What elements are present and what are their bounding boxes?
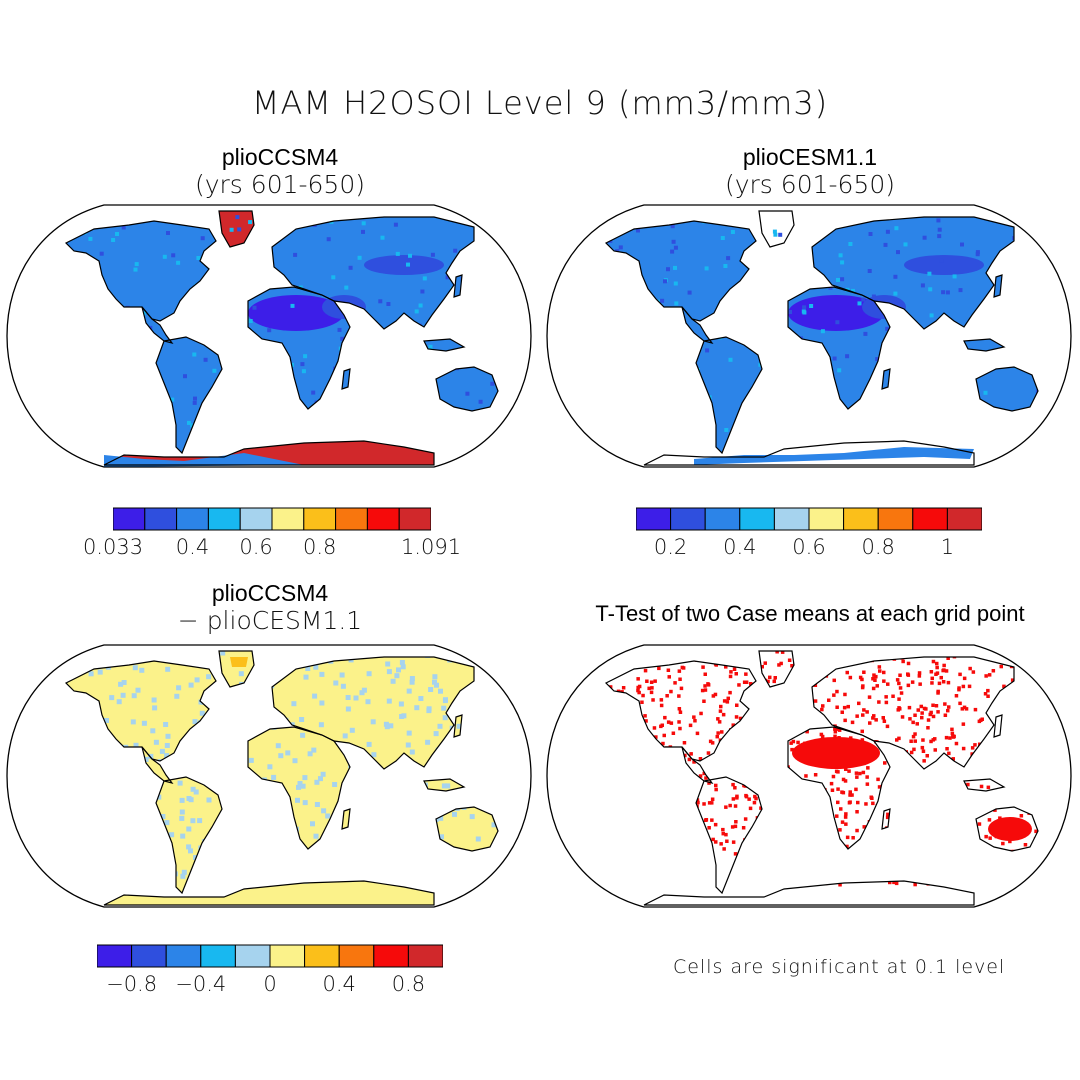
colorbar-swatch (335, 507, 368, 531)
colorbar-swatch (946, 507, 982, 531)
panel-1-subtitle: (yrs 601-650) (194, 170, 365, 199)
colorbar-tick-label: −0.8 (106, 972, 158, 996)
figure-title: MAM H2OSOI Level 9 (mm3/mm3) (251, 84, 829, 122)
colorbar-swatch (234, 944, 271, 968)
land-northAmerica (66, 221, 216, 321)
panel-2-subtitle: (yrs 601-650) (724, 170, 895, 199)
colorbar-swatch (200, 944, 236, 968)
significant-sahara (792, 737, 1032, 841)
map-ttest (546, 644, 1072, 908)
colorbar-plioCESM1.1 (636, 507, 982, 531)
colorbar-swatch (373, 944, 409, 968)
map-plioCESM1.1 (546, 204, 1072, 468)
coastlines (604, 650, 1039, 906)
colorbar-swatch (239, 507, 273, 531)
colorbar-swatch (113, 507, 146, 531)
land-europeAsia (272, 657, 474, 769)
land-southAmerica (156, 777, 222, 893)
colorbar-plioCCSM4 (113, 507, 431, 531)
land-southAmerica (156, 337, 222, 453)
colorbar-swatch (207, 507, 241, 531)
colorbar-tick-label: 0.8 (861, 535, 895, 559)
land-indonesia (964, 339, 1004, 351)
colorbar-tick-label: 0 (263, 972, 277, 996)
map-difference (6, 644, 532, 908)
colorbar-swatch (271, 507, 305, 531)
colorbar-swatch (176, 507, 209, 531)
map-frame (6, 644, 532, 908)
colorbar-swatch (269, 944, 306, 968)
colorbar-tick-label: −0.4 (175, 972, 227, 996)
colorbar-swatch (303, 507, 337, 531)
coastlines (64, 210, 499, 466)
land-northAmerica (606, 221, 756, 321)
land-australia (436, 807, 498, 851)
colorbar-swatch (912, 507, 948, 531)
land-greenland (219, 211, 254, 247)
panel-2-title: plioCESM1.1 (742, 144, 878, 170)
colorbar-swatch (165, 944, 202, 968)
colorbar-tick-label: 0.4 (322, 972, 356, 996)
coastlines (604, 210, 1039, 466)
colorbar-swatch (636, 507, 672, 531)
colorbar-swatch (131, 944, 167, 968)
colorbar-swatch (877, 507, 914, 531)
colorbar-swatch (97, 944, 133, 968)
land-australia (976, 367, 1038, 411)
land-europeAsia (272, 217, 474, 329)
ocean-background (547, 645, 1071, 907)
land-southAmerica (696, 337, 762, 453)
coastlines (64, 650, 499, 906)
colorbar-tick-label: 0.8 (391, 972, 426, 996)
colorbar-tick-label: 0.6 (792, 535, 826, 559)
land-greenland-empty (759, 211, 794, 247)
colorbar-swatch (808, 507, 845, 531)
panel-3-subtitle: − plioCESM1.1 (177, 606, 363, 635)
land-indonesia (424, 339, 464, 351)
colorbar-swatch (304, 944, 340, 968)
panel-1-title: plioCCSM4 (221, 144, 339, 170)
colorbar-swatch (704, 507, 741, 531)
colorbar-tick-label: 0.8 (302, 535, 337, 559)
colorbar-tick-label: 0.2 (653, 535, 688, 559)
land-antarctica (104, 881, 434, 905)
colorbar-swatch (843, 507, 879, 531)
colorbar-swatch (366, 507, 400, 531)
map-frame (546, 644, 1072, 908)
map-plioCCSM4 (6, 204, 532, 468)
colorbar-swatch (407, 944, 443, 968)
colorbar-tick-label: 0.033 (82, 535, 144, 559)
significance-note: Cells are significant at 0.1 level (673, 956, 1006, 978)
colorbar-tick-label: 0.4 (723, 535, 757, 559)
map-frame (546, 204, 1072, 468)
colorbar-swatch (773, 507, 810, 531)
map-frame (6, 204, 532, 468)
colorbar-tick-label: 0.6 (239, 535, 273, 559)
colorbar-swatch (144, 507, 178, 531)
colorbar-tick-label: 1.091 (400, 535, 462, 559)
land-antarctica-edge (694, 447, 974, 465)
panel-4-title: T-Test of two Case means at each grid po… (595, 601, 1025, 626)
colorbar-swatch (338, 944, 375, 968)
land-antarctica (104, 441, 434, 465)
colorbar-swatch (670, 507, 706, 531)
colorbar-difference (97, 944, 443, 968)
colorbar-swatch (739, 507, 775, 531)
colorbar-swatch (398, 507, 431, 531)
colorbar-tick-label: 0.4 (175, 535, 210, 559)
panel-3-title: plioCCSM4 (211, 580, 329, 606)
colorbar-tick-label: 1 (940, 535, 955, 559)
